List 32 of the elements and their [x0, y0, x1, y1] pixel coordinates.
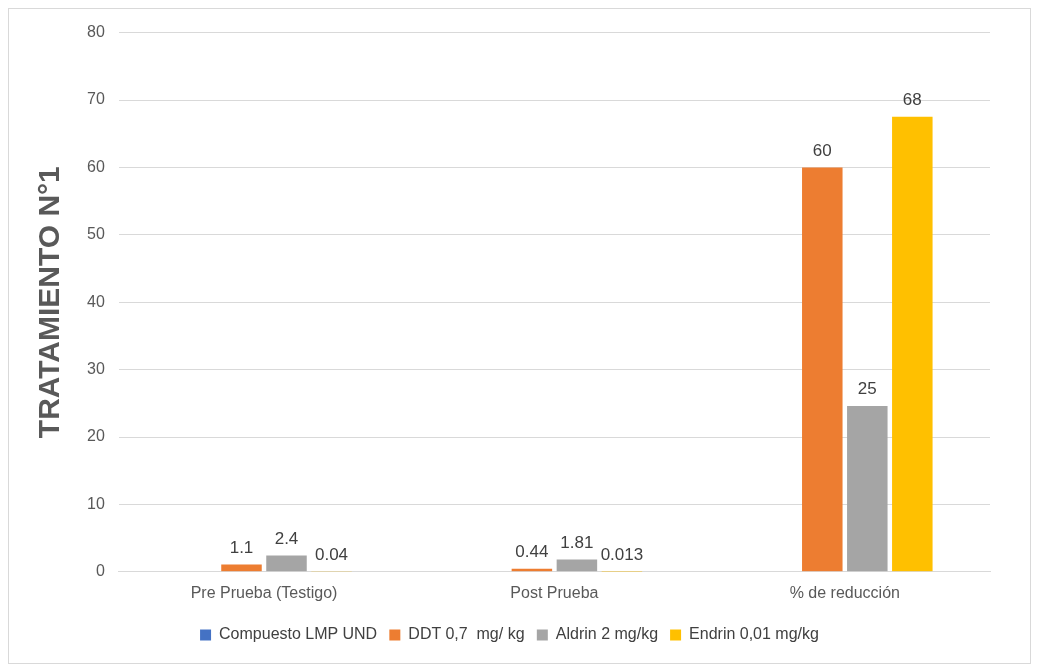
bar: [892, 116, 933, 572]
bar: [847, 406, 888, 572]
bar: [266, 555, 307, 572]
y-tick-label: 50: [87, 225, 105, 243]
data-label: 1.81: [560, 532, 594, 552]
y-tick-label: 70: [87, 90, 105, 108]
legend-label: Endrin 0,01 mg/kg: [689, 625, 819, 643]
data-label: 25: [857, 379, 877, 399]
bar: [221, 564, 262, 572]
x-tick-label: Post Prueba: [510, 583, 599, 601]
y-tick-label: 60: [87, 157, 105, 175]
data-label: 68: [902, 90, 922, 110]
y-axis-title: TRATAMIENTO N°1: [32, 166, 66, 439]
legend-label: Aldrin 2 mg/kg: [555, 625, 659, 643]
y-tick-label: 40: [87, 292, 105, 310]
data-label: 0.013: [600, 544, 644, 564]
legend-label: Compuesto LMP UND: [219, 625, 378, 643]
y-tick-label: 30: [87, 360, 105, 378]
data-label: 1.1: [229, 537, 254, 557]
legend-label: DDT 0,7 mg/ kg: [408, 625, 525, 643]
data-label: 60: [812, 140, 832, 160]
data-label: 2.4: [274, 528, 299, 548]
x-tick-label: Pre Prueba (Testigo): [190, 583, 338, 601]
data-label: 0.44: [515, 542, 549, 562]
y-tick-label: 10: [87, 494, 105, 512]
y-tick-label: 0: [95, 562, 105, 580]
y-tick-label: 20: [87, 427, 105, 445]
y-tick-label: 80: [87, 23, 105, 41]
data-label: 0.04: [314, 544, 349, 564]
bar: [802, 167, 843, 572]
x-tick-label: % de reducción: [789, 583, 900, 601]
bar: [556, 559, 598, 572]
